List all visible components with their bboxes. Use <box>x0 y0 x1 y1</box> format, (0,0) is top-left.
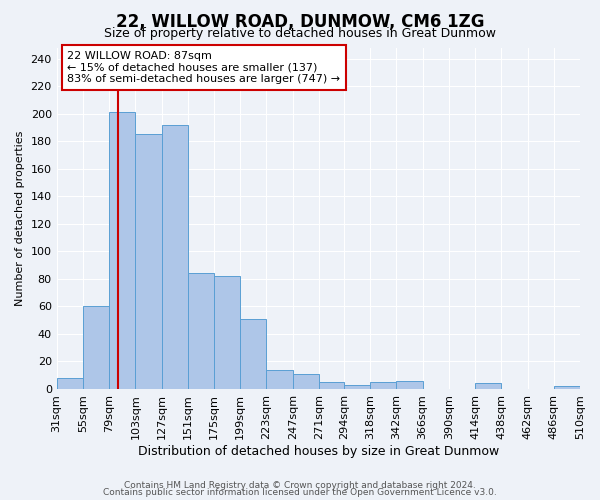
Bar <box>214 276 240 389</box>
Bar <box>397 380 422 389</box>
Bar <box>475 384 502 389</box>
Bar <box>188 274 214 389</box>
Bar <box>370 382 397 389</box>
Bar <box>56 378 83 389</box>
Y-axis label: Number of detached properties: Number of detached properties <box>15 130 25 306</box>
Bar <box>319 382 344 389</box>
Text: Contains public sector information licensed under the Open Government Licence v3: Contains public sector information licen… <box>103 488 497 497</box>
X-axis label: Distribution of detached houses by size in Great Dunmow: Distribution of detached houses by size … <box>138 444 499 458</box>
Bar <box>554 386 580 389</box>
Bar <box>136 134 161 389</box>
Bar <box>344 385 370 389</box>
Bar <box>83 306 109 389</box>
Bar <box>109 112 136 389</box>
Bar <box>240 318 266 389</box>
Bar <box>266 370 293 389</box>
Text: 22 WILLOW ROAD: 87sqm
← 15% of detached houses are smaller (137)
83% of semi-det: 22 WILLOW ROAD: 87sqm ← 15% of detached … <box>67 51 340 84</box>
Bar <box>161 124 188 389</box>
Text: Contains HM Land Registry data © Crown copyright and database right 2024.: Contains HM Land Registry data © Crown c… <box>124 480 476 490</box>
Text: 22, WILLOW ROAD, DUNMOW, CM6 1ZG: 22, WILLOW ROAD, DUNMOW, CM6 1ZG <box>116 12 484 30</box>
Text: Size of property relative to detached houses in Great Dunmow: Size of property relative to detached ho… <box>104 28 496 40</box>
Bar <box>293 374 319 389</box>
